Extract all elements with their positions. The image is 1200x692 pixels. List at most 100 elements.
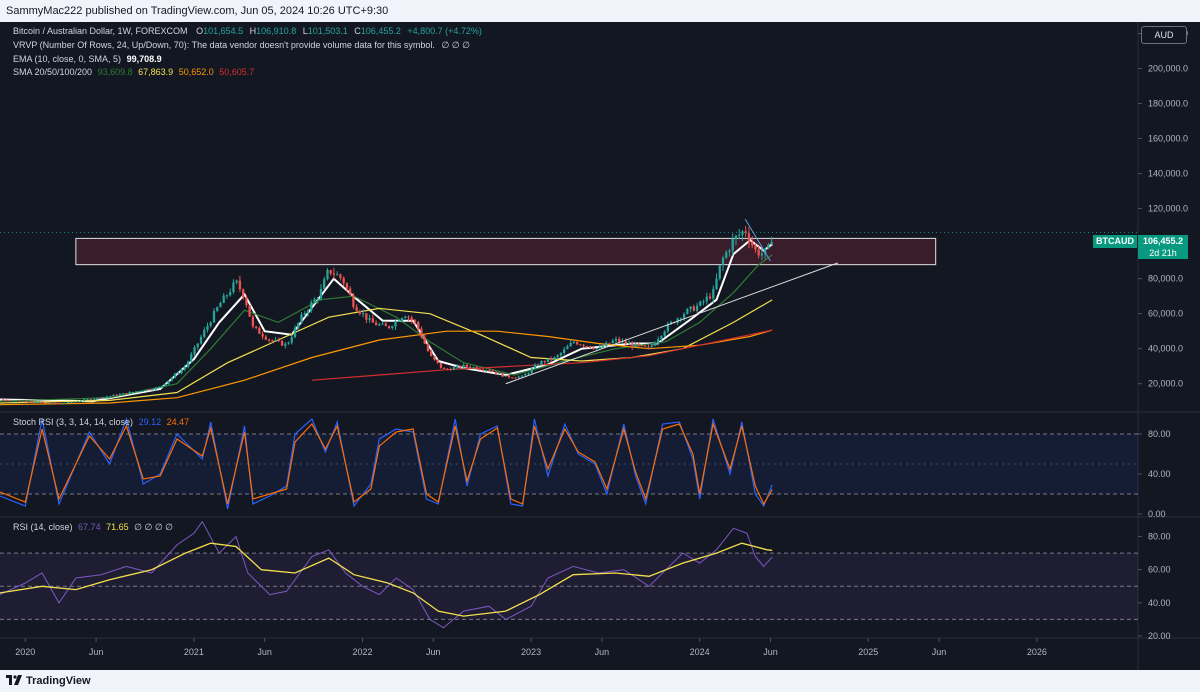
stoch-k-value: 29.12: [138, 417, 162, 427]
ema-label: EMA (10, close, 0, SMA, 5): [13, 54, 122, 64]
main-legend-title: Bitcoin / Australian Dollar, 1W, FOREXCO…: [13, 26, 482, 36]
candle-body: [585, 346, 588, 348]
chart-canvas[interactable]: 20,000.0 40,000.0 60,000.0 80,000.0 120,000.…: [0, 22, 1200, 670]
candle-body: [494, 371, 498, 374]
candle-body: [640, 345, 644, 347]
candle-body: [452, 367, 456, 370]
vrvp-text: VRVP (Number Of Rows, 24, Up/Down, 70): …: [13, 40, 435, 50]
candle-body: [618, 338, 621, 342]
candle-body: [92, 398, 96, 400]
candle-body: [391, 326, 394, 329]
currency-selector[interactable]: AUD: [1141, 26, 1187, 44]
candle-body: [413, 320, 417, 322]
candle-body: [306, 310, 310, 314]
candle-body: [323, 279, 326, 289]
candle-body: [206, 325, 209, 330]
candle-body: [37, 401, 41, 403]
candle-body: [660, 335, 663, 340]
candle-body: [485, 370, 488, 372]
candle-body: [290, 337, 293, 343]
candle-body: [517, 376, 520, 378]
candle-body: [601, 346, 605, 348]
candle-body: [11, 400, 15, 402]
stoch-line-k: [0, 417, 773, 510]
candle-body: [345, 283, 349, 289]
x-tick-label: Jun: [932, 647, 947, 657]
candle-body: [650, 345, 653, 348]
candle-body: [754, 245, 757, 250]
candle-body: [520, 375, 524, 377]
candle-body: [657, 339, 660, 344]
candle-body: [682, 313, 686, 319]
candle-body: [582, 344, 585, 347]
candle-body: [319, 288, 323, 299]
candle-body: [553, 357, 556, 360]
candle-body: [225, 295, 229, 297]
candle-body: [498, 373, 501, 375]
candle-body: [326, 270, 329, 280]
candle-body: [728, 250, 731, 253]
candle-body: [524, 374, 527, 376]
ma-line-sma-20: [0, 254, 773, 402]
tradingview-logo-icon: [6, 675, 22, 685]
candle-body: [734, 235, 738, 240]
candle-body: [154, 387, 157, 390]
candle-body: [144, 389, 148, 391]
y-tick-label: 180,000.0: [1148, 99, 1188, 109]
candle-body: [238, 280, 242, 290]
candle-body: [764, 248, 767, 254]
candle-body: [287, 342, 290, 344]
candle-body: [692, 306, 695, 311]
candle-body: [336, 274, 339, 276]
candle-body: [212, 311, 216, 323]
rsi-line-rsi: [0, 520, 773, 629]
candle-body: [559, 352, 563, 356]
tradingview-footer: TradingView: [0, 670, 1200, 692]
candle-body: [361, 313, 365, 315]
candle-body: [57, 403, 60, 405]
candle-body: [235, 280, 238, 283]
ohlc-high-label: H: [249, 26, 257, 36]
candle-body: [128, 391, 131, 394]
candle-body: [251, 316, 255, 327]
candle-body: [663, 331, 666, 336]
y-tick-label: 140,000.0: [1148, 169, 1188, 179]
candle-body: [725, 252, 728, 258]
candle-body: [468, 366, 472, 369]
candle-body: [339, 274, 342, 278]
candle-body: [400, 318, 404, 322]
candle-body: [488, 370, 491, 372]
rsi-legend: RSI (14, close) 67.74 71.65 ∅ ∅ ∅ ∅: [13, 522, 173, 533]
candle-body: [533, 365, 537, 369]
candle-body: [443, 367, 446, 369]
candle-body: [462, 364, 465, 368]
candle-body: [209, 322, 212, 326]
candle-body: [705, 296, 708, 302]
candle-body: [637, 343, 640, 346]
y-tick-label: 60.00: [1148, 565, 1171, 575]
candle-body: [381, 323, 384, 325]
candle-body: [760, 253, 764, 256]
candle-body: [537, 364, 540, 366]
candle-body: [264, 336, 267, 340]
candle-body: [417, 321, 420, 329]
vrvp-legend: VRVP (Number Of Rows, 24, Up/Down, 70): …: [13, 40, 470, 51]
candle-body: [501, 373, 504, 377]
sma50-value: 67,863.9: [138, 67, 174, 77]
candle-body: [105, 396, 109, 398]
candle-body: [588, 346, 592, 348]
candle-body: [611, 340, 614, 344]
candle-body: [157, 387, 161, 389]
candle-body: [394, 321, 397, 327]
candle-body: [76, 401, 79, 403]
candle-body: [407, 316, 410, 318]
candle-body: [647, 346, 650, 348]
y-tick-label: 0.00: [1148, 509, 1166, 519]
candle-body: [511, 377, 514, 379]
candle-body: [404, 316, 407, 319]
candle-body: [634, 343, 637, 347]
candle-body: [151, 389, 154, 391]
ohlc-open: 101,654.5: [203, 26, 244, 36]
candle-body: [242, 289, 245, 298]
candle-body: [598, 346, 601, 349]
